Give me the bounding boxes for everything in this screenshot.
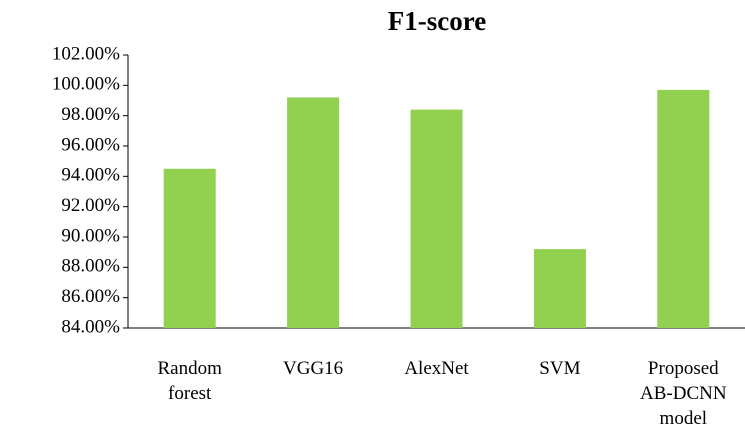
y-tick-label: 102.00% (52, 43, 120, 64)
y-tick-label: 90.00% (61, 225, 120, 246)
x-tick-label: SVM (539, 358, 581, 379)
chart-title: F1-score (388, 6, 486, 36)
x-tick-label: Random forest (157, 358, 222, 404)
bar (410, 109, 463, 328)
x-tick-label: Proposed AB-DCNN model (640, 358, 727, 429)
y-tick-label: 84.00% (61, 316, 120, 337)
y-tick-label: 94.00% (61, 165, 120, 186)
y-tick-label: 86.00% (61, 286, 120, 307)
y-tick-label: 98.00% (61, 104, 120, 125)
x-tick-label: VGG16 (283, 358, 344, 379)
y-tick-label: 100.00% (52, 74, 120, 95)
y-tick-label: 92.00% (61, 195, 120, 216)
bar (657, 89, 710, 328)
x-tick-label: AlexNet (404, 358, 469, 379)
y-tick-label: 88.00% (61, 256, 120, 277)
bar (163, 168, 216, 328)
y-tick-label: 96.00% (61, 134, 120, 155)
bar (533, 249, 586, 328)
bar (287, 97, 340, 328)
